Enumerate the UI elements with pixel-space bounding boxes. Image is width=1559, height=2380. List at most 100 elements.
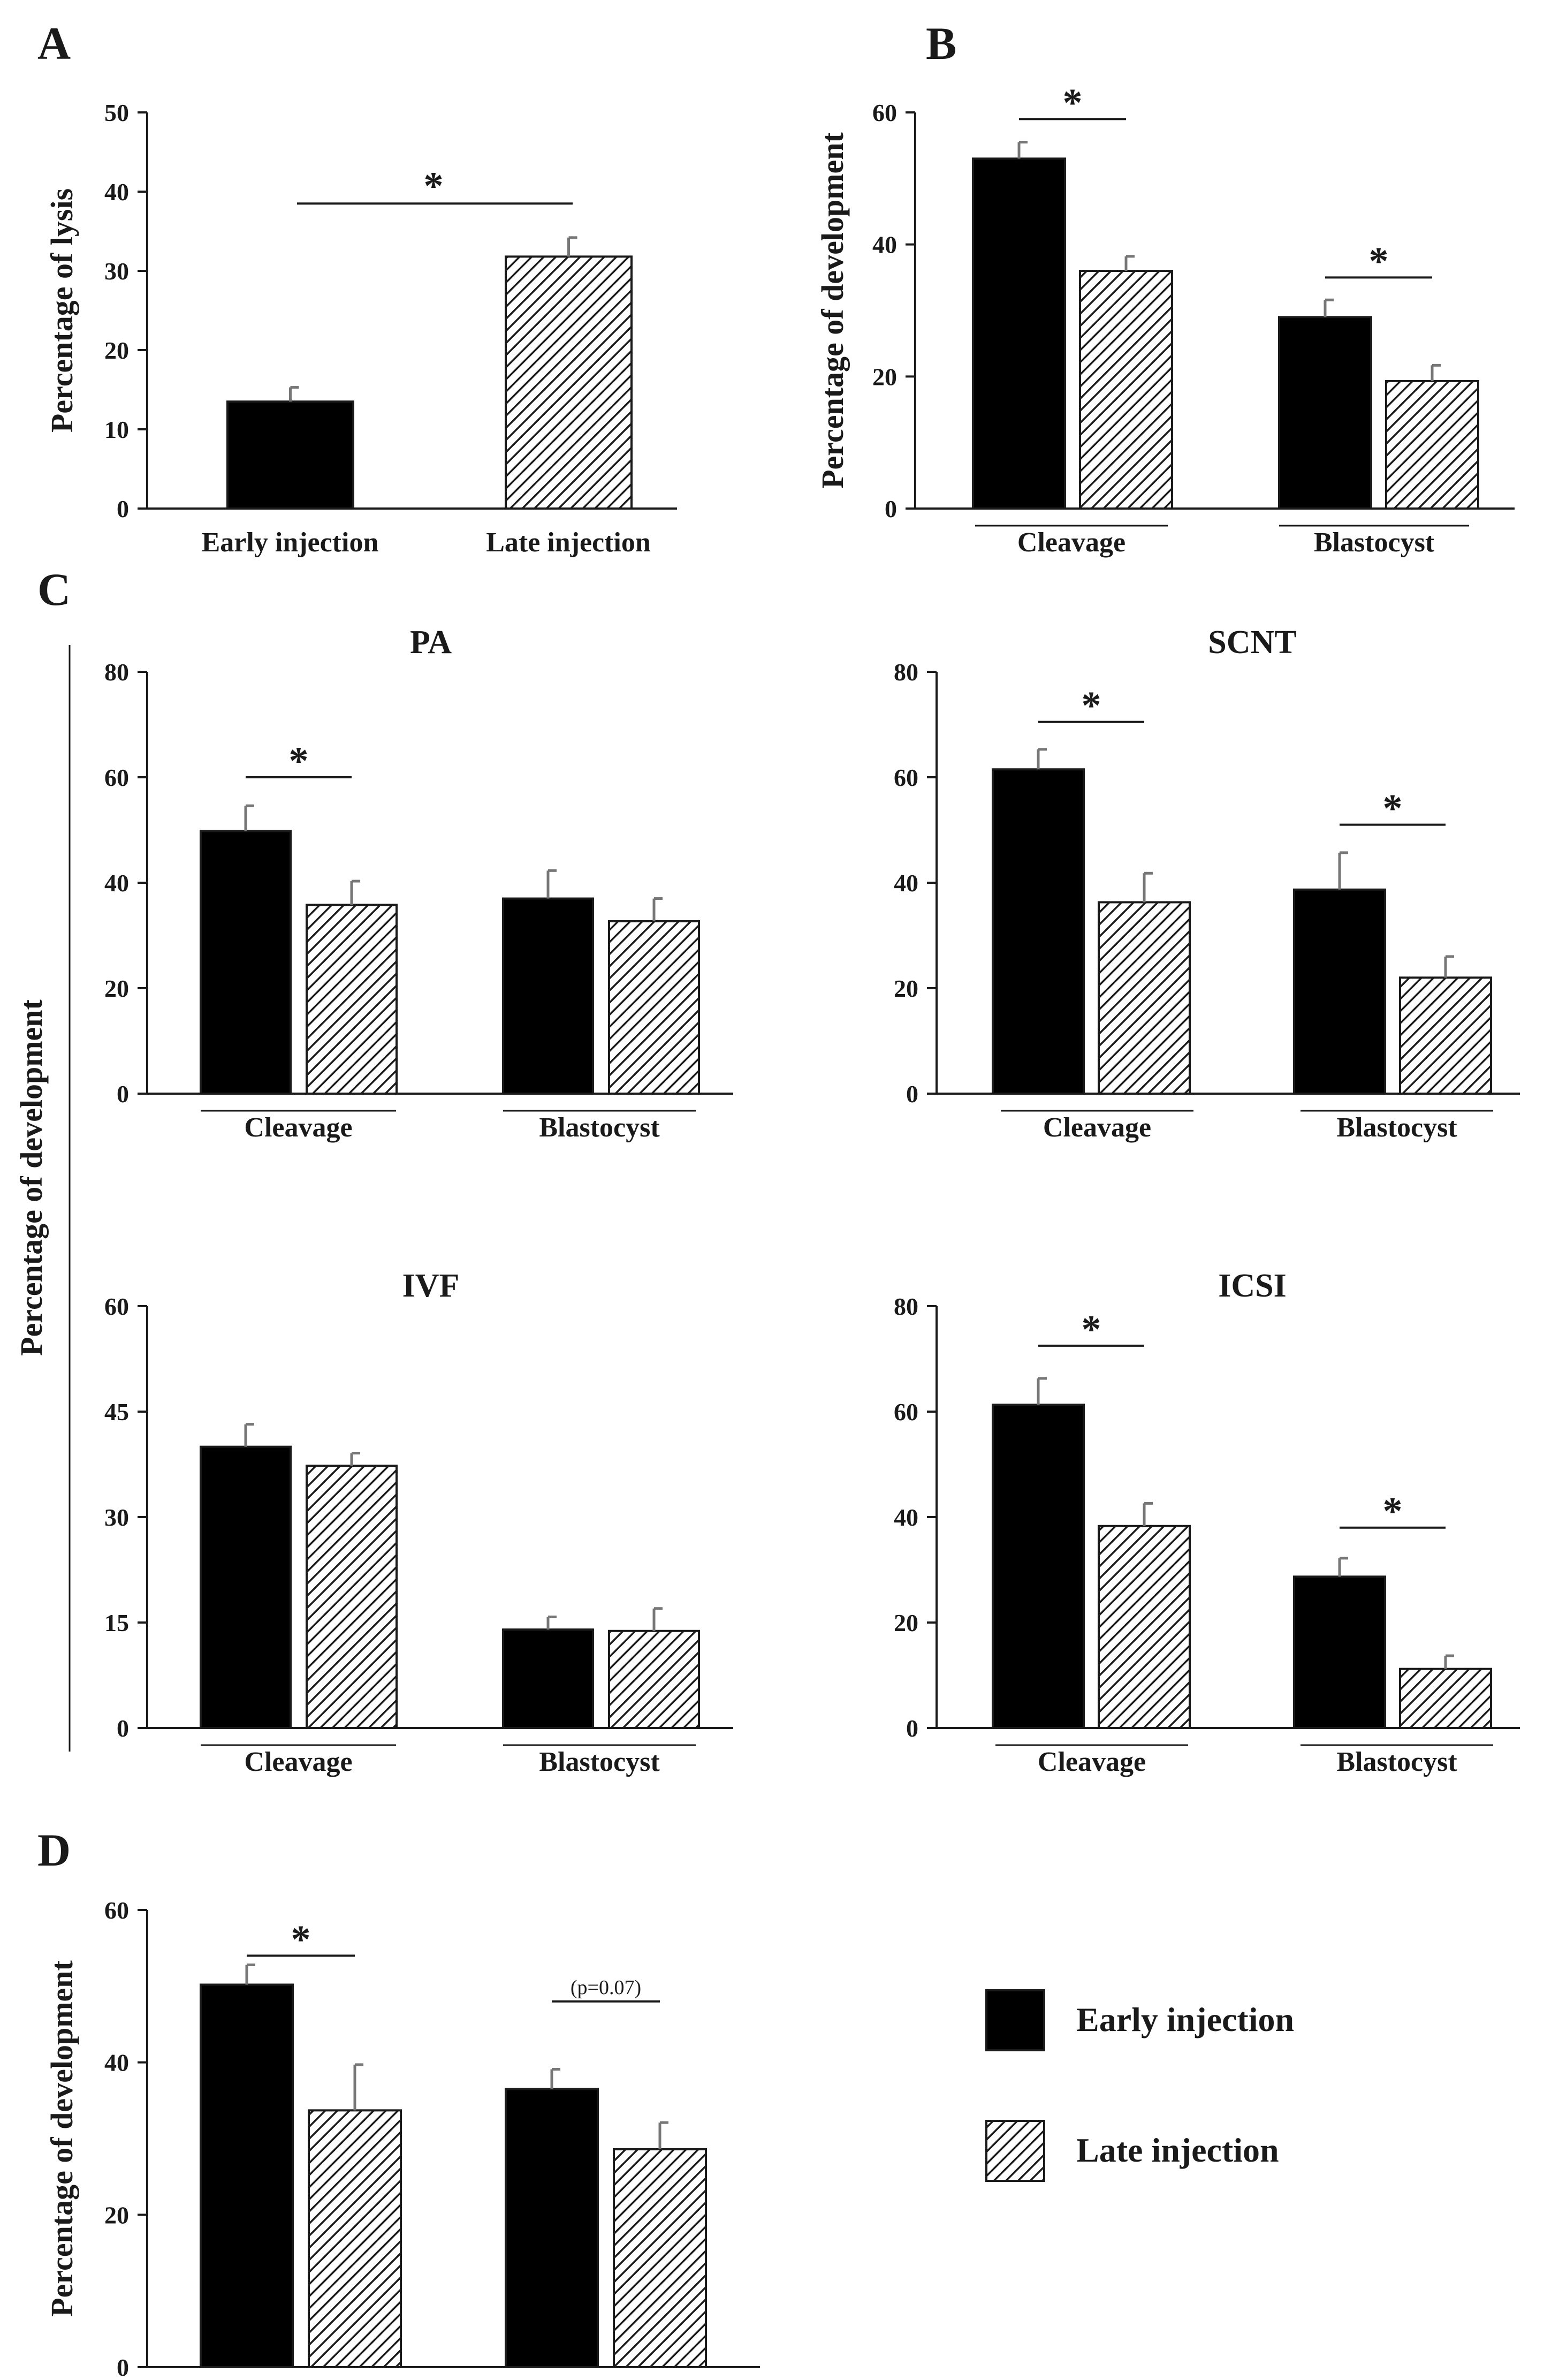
y-axis-label: Percentage of lysis — [44, 188, 79, 433]
x-category-label: Early injection — [202, 527, 379, 558]
significance-marker: * — [1082, 1308, 1101, 1352]
chart-c-pa: C PA 0 20 40 60 80 Cleavage Blastocyst * — [37, 564, 733, 1143]
significance-marker: * — [1082, 684, 1101, 728]
x-category-label: Blastocyst — [539, 1747, 660, 1777]
y-tick-label: 40 — [104, 2049, 129, 2076]
y-tick-label: 60 — [104, 764, 129, 791]
significance-marker: * — [1063, 81, 1083, 125]
bar-late-injection — [1399, 976, 1492, 1095]
bar-late-injection — [1098, 1525, 1191, 1730]
bar-late-injection — [613, 2148, 707, 2369]
panel-c-shared-ylabel: Percentage of development — [14, 645, 71, 1752]
y-tick-label: 40 — [894, 869, 918, 897]
y-tick-label: 0 — [117, 495, 129, 522]
chart-title: ICSI — [1218, 1268, 1287, 1304]
bar-early-injection — [992, 1404, 1085, 1730]
bar-early-injection — [226, 400, 354, 510]
y-tick-label: 40 — [104, 869, 129, 897]
y-tick-label: 30 — [104, 257, 129, 285]
y-tick-label: 30 — [104, 1504, 129, 1531]
bar-early-injection — [972, 157, 1066, 510]
bar-late-injection — [1385, 380, 1479, 510]
chart-a: A Percentage of lysis 0 10 20 30 40 50 Early inj… — [37, 18, 677, 558]
chart-b: B Percentage of development 0 20 40 60 Cleavag… — [815, 18, 1515, 558]
panel-label: B — [926, 18, 956, 69]
x-category-label: Cleavage — [1043, 1112, 1151, 1143]
x-category-label: Cleavage — [244, 1112, 352, 1143]
bar-early-injection — [200, 1445, 292, 1730]
chart-c-ivf: IVF 0 15 30 45 60 Cleavage Blastocyst — [104, 1268, 733, 1777]
y-tick-label: 40 — [894, 1504, 918, 1531]
y-tick-label: 0 — [906, 1715, 918, 1742]
significance-marker: * — [424, 164, 444, 208]
y-tick-label: 20 — [104, 975, 129, 1002]
legend: Early injection Late injection — [985, 1989, 1294, 2182]
y-tick-label: 0 — [117, 1715, 129, 1742]
chart-title: PA — [410, 624, 452, 661]
y-tick-label: 20 — [104, 337, 129, 364]
panel-label: A — [37, 18, 71, 69]
y-tick-label: 0 — [117, 1080, 129, 1108]
panel-label: C — [37, 564, 71, 615]
chart-title: SCNT — [1208, 624, 1296, 661]
bar-early-injection — [200, 1983, 294, 2368]
y-tick-label: 20 — [894, 1609, 918, 1636]
significance-marker: * — [1383, 1490, 1403, 1534]
bar-late-injection — [1098, 901, 1191, 1095]
bar-late-injection — [308, 2109, 402, 2368]
legend-label: Late injection — [1076, 2131, 1279, 2169]
y-tick-label: 60 — [104, 1897, 129, 1924]
bar-late-injection — [505, 255, 633, 510]
x-category-label: Blastocyst — [1314, 527, 1435, 558]
legend-label: Early injection — [1076, 2000, 1294, 2038]
bar-late-injection — [1079, 270, 1173, 510]
bar-late-injection — [306, 1465, 398, 1730]
x-category-label: Blastocyst — [1336, 1747, 1457, 1777]
p-value-note: (p=0.07) — [571, 1976, 641, 1999]
y-tick-label: 60 — [104, 1293, 129, 1320]
y-tick-label: 80 — [104, 658, 129, 686]
significance-marker: * — [1383, 787, 1403, 831]
bar-early-injection — [502, 897, 594, 1095]
y-tick-label: 40 — [872, 231, 897, 259]
y-tick-label: 20 — [894, 975, 918, 1002]
x-category-label: Late injection — [486, 527, 651, 558]
y-tick-label: 0 — [885, 495, 897, 522]
y-tick-label: 20 — [872, 363, 897, 390]
bar-early-injection — [1293, 888, 1386, 1095]
y-tick-label: 80 — [894, 658, 918, 686]
y-axis-label: Percentage of development — [815, 132, 850, 488]
legend-swatch-late — [985, 2120, 1045, 2182]
charts-layer: A Percentage of lysis 0 10 20 30 40 50 Early inj… — [37, 18, 1520, 2380]
y-tick-label: 60 — [894, 1398, 918, 1426]
y-tick-label: 15 — [104, 1609, 129, 1636]
bar-early-injection — [1278, 316, 1372, 510]
bar-early-injection — [992, 768, 1085, 1095]
y-tick-label: 40 — [104, 178, 129, 206]
x-category-label: Cleavage — [244, 1747, 352, 1777]
y-tick-label: 0 — [906, 1080, 918, 1108]
y-tick-label: 60 — [894, 764, 918, 791]
significance-marker: * — [291, 1917, 311, 1961]
x-category-label: Blastocyst — [1336, 1112, 1457, 1143]
bar-early-injection — [505, 2088, 599, 2369]
bar-early-injection — [200, 830, 292, 1095]
x-category-label: Cleavage — [1038, 1747, 1146, 1777]
panel-c-y-axis-label: Percentage of development — [14, 999, 49, 1355]
significance-marker: * — [289, 739, 309, 783]
y-tick-label: 0 — [117, 2354, 129, 2380]
bar-late-injection — [1399, 1667, 1492, 1729]
x-category-label: Cleavage — [1017, 527, 1125, 558]
x-category-label: Blastocyst — [539, 1112, 660, 1143]
bar-late-injection — [608, 1629, 700, 1730]
bar-late-injection — [608, 920, 700, 1095]
y-tick-label: 45 — [104, 1398, 129, 1426]
y-tick-label: 60 — [872, 99, 897, 126]
y-axis-label: Percentage of development — [44, 1960, 79, 2316]
significance-marker: * — [1369, 239, 1389, 283]
y-tick-label: 20 — [104, 2201, 129, 2229]
y-tick-label: 80 — [894, 1293, 918, 1320]
chart-c-scnt: SCNT 0 20 40 60 80 Cleavage Blastocyst * * — [894, 624, 1520, 1143]
chart-title: IVF — [402, 1268, 460, 1304]
